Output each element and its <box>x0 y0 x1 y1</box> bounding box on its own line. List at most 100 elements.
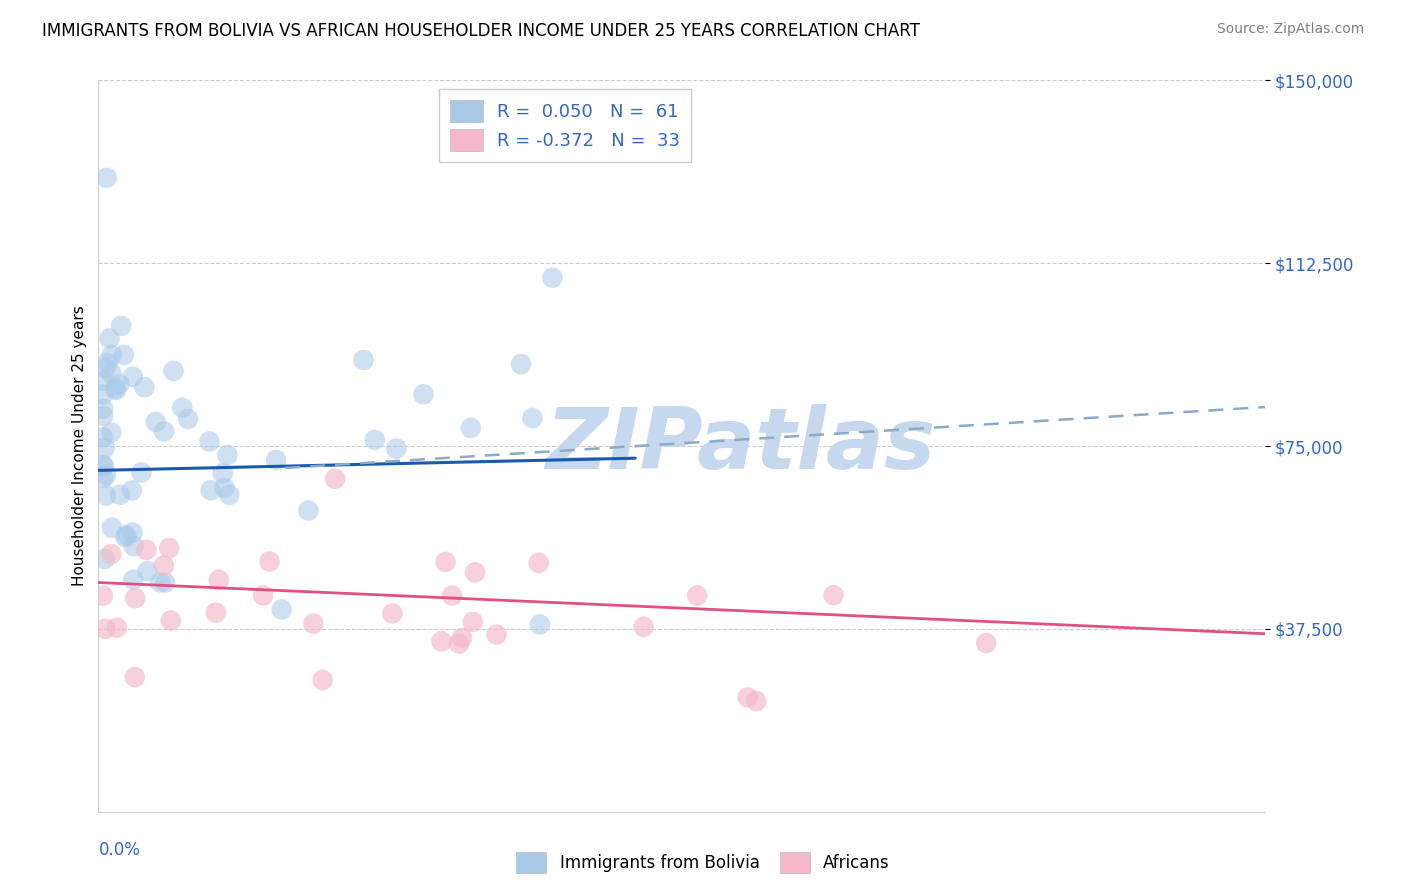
Point <box>135 542 157 557</box>
Point <box>94 361 117 376</box>
Point <box>252 589 274 603</box>
Point <box>527 556 550 570</box>
Point <box>122 573 145 587</box>
Point <box>217 448 239 462</box>
Point <box>264 453 287 467</box>
Point <box>91 374 114 388</box>
Point <box>124 591 146 605</box>
Point <box>434 555 457 569</box>
Point <box>115 528 138 542</box>
Point <box>93 459 115 474</box>
Point <box>94 468 117 483</box>
Point <box>121 369 143 384</box>
Legend: R =  0.050   N =  61, R = -0.372   N =  33: R = 0.050 N = 61, R = -0.372 N = 33 <box>440 89 690 162</box>
Point <box>124 670 146 684</box>
Point <box>108 488 131 502</box>
Point <box>94 622 117 636</box>
Point <box>91 458 114 473</box>
Point <box>974 636 997 650</box>
Point <box>153 425 176 439</box>
Point <box>91 430 114 444</box>
Text: ZIPatlas: ZIPatlas <box>546 404 935 488</box>
Point <box>94 488 117 502</box>
Point <box>737 690 759 705</box>
Point <box>270 602 292 616</box>
Point <box>110 318 132 333</box>
Point <box>153 558 176 573</box>
Point <box>114 530 136 544</box>
Point <box>100 366 122 380</box>
Text: 0.0%: 0.0% <box>98 841 141 859</box>
Legend: Immigrants from Bolivia, Africans: Immigrants from Bolivia, Africans <box>510 846 896 880</box>
Point <box>91 387 114 401</box>
Point <box>136 564 159 578</box>
Point <box>104 383 127 397</box>
Point <box>162 364 184 378</box>
Point <box>198 434 221 449</box>
Point <box>214 481 236 495</box>
Point <box>100 425 122 440</box>
Point <box>211 467 233 481</box>
Point <box>510 357 533 371</box>
Point <box>149 575 172 590</box>
Point <box>447 637 470 651</box>
Point <box>91 589 114 603</box>
Point <box>96 356 118 370</box>
Point <box>353 353 375 368</box>
Point <box>529 617 551 632</box>
Point <box>153 575 176 590</box>
Point <box>172 401 194 415</box>
Point <box>441 589 464 603</box>
Point <box>311 673 333 687</box>
Point <box>204 606 226 620</box>
Point <box>131 466 153 480</box>
Y-axis label: Householder Income Under 25 years: Householder Income Under 25 years <box>72 306 87 586</box>
Point <box>96 170 118 185</box>
Point <box>464 566 486 580</box>
Point <box>98 331 121 345</box>
Point <box>200 483 222 498</box>
Point <box>94 552 117 566</box>
Point <box>412 387 434 401</box>
Point <box>522 411 544 425</box>
Point <box>218 488 240 502</box>
Point <box>121 525 143 540</box>
Point <box>100 547 122 561</box>
Point <box>259 555 281 569</box>
Point <box>91 409 114 423</box>
Point <box>451 631 474 645</box>
Point <box>91 471 114 485</box>
Point <box>430 634 453 648</box>
Point <box>101 521 124 535</box>
Point <box>302 616 325 631</box>
Point <box>101 348 124 362</box>
Point <box>105 621 128 635</box>
Point <box>823 588 845 602</box>
Point <box>461 615 484 629</box>
Point <box>91 401 114 416</box>
Point <box>633 620 655 634</box>
Point <box>208 573 231 587</box>
Point <box>94 441 117 455</box>
Point <box>460 421 482 435</box>
Point <box>385 442 408 456</box>
Point <box>159 614 181 628</box>
Text: Source: ZipAtlas.com: Source: ZipAtlas.com <box>1216 22 1364 37</box>
Point <box>157 541 180 555</box>
Point <box>297 503 319 517</box>
Point <box>145 415 167 429</box>
Point <box>134 380 156 394</box>
Text: IMMIGRANTS FROM BOLIVIA VS AFRICAN HOUSEHOLDER INCOME UNDER 25 YEARS CORRELATION: IMMIGRANTS FROM BOLIVIA VS AFRICAN HOUSE… <box>42 22 920 40</box>
Point <box>745 694 768 708</box>
Point <box>121 483 143 498</box>
Point <box>485 627 508 641</box>
Point <box>104 381 127 395</box>
Point <box>112 348 135 362</box>
Point <box>177 412 200 426</box>
Point <box>541 270 564 285</box>
Point <box>323 472 346 486</box>
Point <box>686 589 709 603</box>
Point <box>381 607 404 621</box>
Point <box>364 433 387 447</box>
Point <box>108 377 131 392</box>
